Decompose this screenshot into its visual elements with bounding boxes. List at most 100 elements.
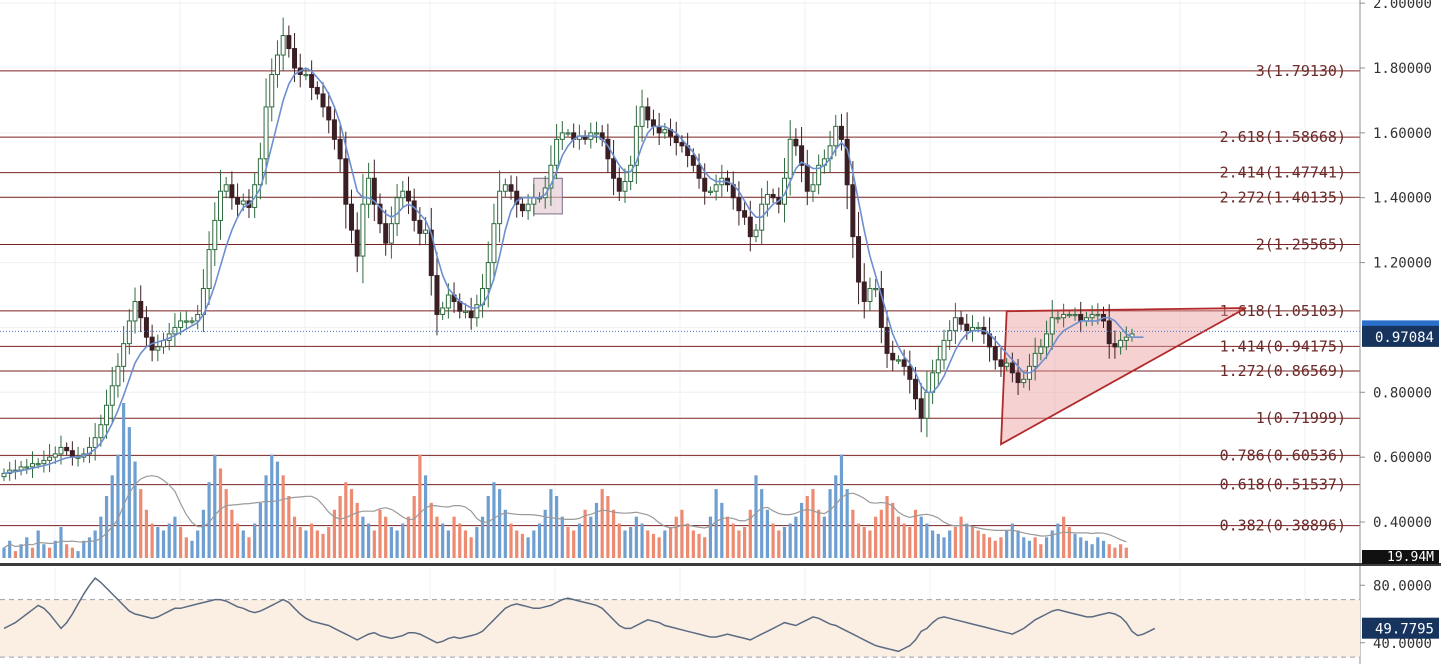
- candle-body: [838, 125, 844, 140]
- candle-body: [29, 463, 35, 468]
- candle-body: [895, 359, 901, 362]
- volume-bar: [896, 516, 901, 558]
- volume-bar: [275, 461, 280, 558]
- candle-body: [816, 164, 822, 186]
- volume-bar: [811, 489, 815, 558]
- candle-body: [371, 177, 377, 205]
- candle-body: [1112, 343, 1118, 348]
- candle-body: [554, 138, 560, 166]
- candle-body: [474, 304, 480, 319]
- volume-bar: [463, 530, 468, 558]
- candle-body: [884, 326, 890, 354]
- volume-bar: [213, 454, 217, 558]
- volume-bar: [65, 544, 69, 558]
- volume-bar: [30, 547, 35, 558]
- candle-body: [423, 229, 429, 234]
- candle-body: [138, 300, 144, 319]
- volume-bar: [754, 475, 758, 558]
- candle-body: [1078, 313, 1084, 322]
- candle-body: [52, 453, 58, 458]
- candle-body: [531, 197, 537, 205]
- triangle-pattern[interactable]: [1000, 307, 1247, 446]
- volume-bar: [674, 516, 678, 558]
- candle-body: [47, 456, 53, 461]
- candle-body: [565, 132, 571, 135]
- candle-body: [360, 203, 366, 257]
- volume-bar: [651, 533, 656, 558]
- volume-bar: [144, 509, 149, 558]
- volume-bar: [412, 496, 416, 558]
- candle-body: [292, 48, 298, 69]
- volume-bar: [429, 502, 433, 558]
- candle-body: [445, 294, 451, 309]
- price-axis-label: 1.60000: [1373, 126, 1432, 142]
- candle-body: [844, 138, 850, 186]
- volume-bar: [486, 496, 490, 558]
- candle-body: [519, 203, 525, 212]
- volume-bar: [668, 527, 673, 558]
- volume-bar: [344, 482, 348, 558]
- candle-body: [998, 359, 1004, 367]
- candle-body: [41, 459, 47, 465]
- volume-bar: [965, 523, 969, 558]
- volume-bar: [378, 509, 382, 558]
- volume-bar: [207, 482, 211, 558]
- candle-body: [662, 129, 668, 134]
- volume-bar: [355, 502, 359, 558]
- candle-body: [485, 262, 491, 290]
- volume-bar: [116, 454, 120, 558]
- volume-bar: [372, 530, 376, 558]
- candle-body: [235, 197, 241, 205]
- candle-body: [35, 463, 41, 466]
- candle-body: [428, 229, 434, 277]
- volume-bar: [743, 527, 747, 558]
- volume-bar: [714, 489, 718, 558]
- volume-bar: [469, 537, 473, 558]
- candle-body: [702, 177, 708, 192]
- volume-bar: [760, 489, 764, 558]
- candle-body: [1021, 378, 1027, 384]
- candle-body: [417, 219, 423, 234]
- moving-average-line: [3, 67, 1144, 475]
- volume-bar: [184, 537, 188, 558]
- candle-body: [155, 346, 161, 351]
- volume-bar: [520, 533, 525, 558]
- volume-bar: [572, 530, 576, 558]
- highlight-box[interactable]: [533, 177, 563, 215]
- candle-body: [303, 73, 309, 77]
- candle-body: [508, 184, 514, 192]
- candle-body: [109, 385, 115, 406]
- volume-bar: [902, 523, 906, 558]
- volume-bar: [304, 530, 308, 558]
- candle-body: [1061, 313, 1067, 319]
- candle-body: [1009, 362, 1015, 374]
- volume-bar: [327, 527, 331, 558]
- volume-bar: [389, 527, 393, 558]
- price-axis-label: 0.60000: [1373, 450, 1432, 466]
- candle-body: [349, 203, 355, 231]
- fib-level-label: 0.382(0.38896): [1220, 517, 1346, 535]
- volume-bar: [446, 530, 450, 558]
- candle-body: [753, 229, 759, 238]
- candle-body: [58, 446, 64, 455]
- candle-body: [742, 210, 748, 218]
- volume-bar: [258, 502, 262, 558]
- pane-separator[interactable]: [0, 563, 1441, 566]
- volume-bar: [577, 523, 581, 558]
- volume-bar: [384, 516, 388, 558]
- candle-body: [1089, 313, 1095, 319]
- candle-body: [121, 343, 127, 367]
- volume-bar: [452, 516, 456, 558]
- candle-body: [132, 300, 138, 322]
- candle-body: [1106, 320, 1112, 345]
- candle-body: [799, 145, 805, 166]
- volume-bar: [395, 530, 399, 558]
- volume-bar: [919, 516, 923, 558]
- volume-bar: [663, 530, 667, 558]
- volume-bar: [401, 523, 405, 558]
- volume-bar: [697, 533, 701, 558]
- volume-bar: [1113, 547, 1117, 558]
- candle-body: [178, 320, 184, 328]
